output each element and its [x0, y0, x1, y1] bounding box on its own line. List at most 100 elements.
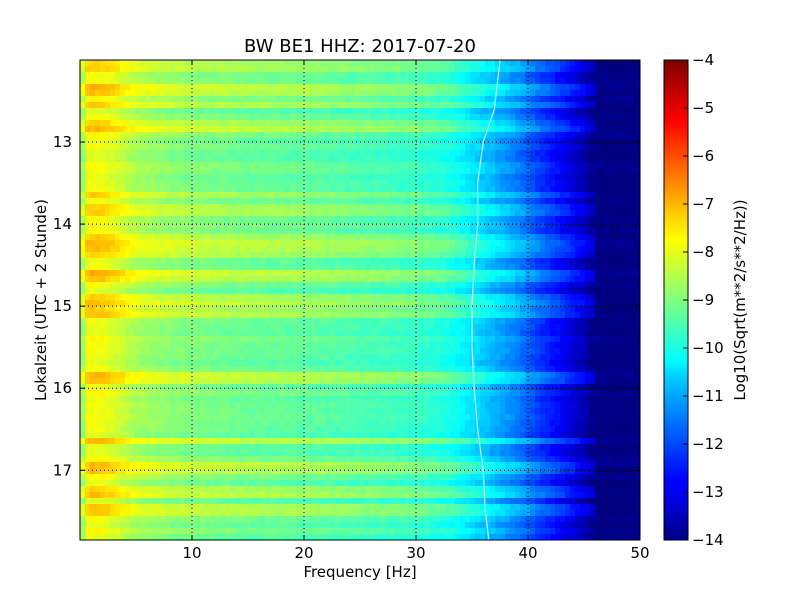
heatmap-cell: [540, 108, 546, 115]
heatmap-cell: [570, 294, 576, 301]
heatmap-cell: [410, 312, 416, 319]
heatmap-cell: [615, 264, 621, 271]
heatmap-cell: [315, 288, 321, 295]
heatmap-cell: [160, 156, 166, 163]
heatmap-cell: [435, 312, 441, 319]
heatmap-cell: [235, 258, 241, 265]
heatmap-cell: [555, 78, 561, 85]
heatmap-cell: [510, 282, 516, 289]
heatmap-cell: [370, 156, 376, 163]
heatmap-cell: [440, 72, 446, 79]
heatmap-cell: [285, 114, 291, 121]
heatmap-cell: [355, 192, 361, 199]
heatmap-cell: [90, 66, 96, 73]
heatmap-cell: [105, 66, 111, 73]
heatmap-cell: [340, 150, 346, 157]
heatmap-cell: [125, 216, 131, 223]
heatmap-cell: [175, 78, 181, 85]
heatmap-cell: [595, 192, 601, 199]
heatmap-cell: [345, 252, 351, 259]
heatmap-cell: [335, 198, 341, 205]
heatmap-cell: [415, 138, 421, 145]
heatmap-cell: [410, 252, 416, 259]
heatmap-cell: [490, 270, 496, 277]
heatmap-cell: [555, 138, 561, 145]
heatmap-cell: [405, 162, 411, 169]
heatmap-cell: [455, 216, 461, 223]
heatmap-cell: [140, 318, 146, 325]
heatmap-cell: [430, 288, 436, 295]
heatmap-cell: [610, 72, 616, 79]
heatmap-cell: [635, 306, 640, 313]
heatmap-cell: [290, 72, 296, 79]
heatmap-cell: [155, 252, 161, 259]
heatmap-cell: [210, 252, 216, 259]
heatmap-cell: [130, 318, 136, 325]
heatmap-cell: [560, 168, 566, 175]
heatmap-cell: [360, 132, 366, 139]
heatmap-cell: [160, 168, 166, 175]
heatmap-cell: [260, 162, 266, 169]
heatmap-cell: [150, 210, 156, 217]
heatmap-cell: [175, 60, 181, 67]
heatmap-cell: [185, 138, 191, 145]
heatmap-cell: [155, 144, 161, 151]
heatmap-cell: [290, 132, 296, 139]
heatmap-cell: [230, 228, 236, 235]
heatmap-cell: [140, 78, 146, 85]
heatmap-cell: [290, 252, 296, 259]
heatmap-cell: [175, 228, 181, 235]
heatmap-cell: [440, 90, 446, 97]
heatmap-cell: [500, 204, 506, 211]
heatmap-cell: [150, 270, 156, 277]
heatmap-cell: [220, 144, 226, 151]
heatmap-cell: [415, 78, 421, 85]
heatmap-cell: [310, 120, 316, 127]
heatmap-cell: [190, 252, 196, 259]
heatmap-cell: [460, 192, 466, 199]
heatmap-cell: [105, 144, 111, 151]
heatmap-cell: [375, 78, 381, 85]
heatmap-cell: [260, 138, 266, 145]
heatmap-cell: [320, 300, 326, 307]
heatmap-cell: [255, 96, 261, 103]
heatmap-cell: [180, 264, 186, 271]
heatmap-cell: [400, 282, 406, 289]
heatmap-cell: [365, 276, 371, 283]
heatmap-cell: [315, 144, 321, 151]
heatmap-cell: [540, 300, 546, 307]
heatmap-cell: [585, 276, 591, 283]
heatmap-cell: [95, 312, 101, 319]
heatmap-cell: [485, 222, 491, 229]
heatmap-cell: [390, 246, 396, 253]
heatmap-cell: [465, 120, 471, 127]
heatmap-cell: [120, 294, 126, 301]
heatmap-cell: [275, 138, 281, 145]
heatmap-cell: [425, 132, 431, 139]
heatmap-cell: [590, 306, 596, 313]
heatmap-cell: [420, 150, 426, 157]
heatmap-cell: [425, 126, 431, 133]
heatmap-cell: [290, 240, 296, 247]
heatmap-cell: [120, 78, 126, 85]
heatmap-cell: [620, 294, 626, 301]
heatmap-cell: [285, 222, 291, 229]
heatmap-cell: [175, 204, 181, 211]
heatmap-cell: [490, 300, 496, 307]
heatmap-cell: [435, 306, 441, 313]
heatmap-cell: [325, 90, 331, 97]
heatmap-cell: [440, 264, 446, 271]
heatmap-cell: [495, 90, 501, 97]
heatmap-cell: [630, 120, 636, 127]
heatmap-cell: [475, 102, 481, 109]
heatmap-cell: [585, 288, 591, 295]
heatmap-cell: [310, 240, 316, 247]
heatmap-cell: [550, 306, 556, 313]
heatmap-cell: [335, 222, 341, 229]
heatmap-cell: [630, 168, 636, 175]
heatmap-cell: [265, 312, 271, 319]
heatmap-cell: [115, 156, 121, 163]
heatmap-cell: [275, 132, 281, 139]
heatmap-cell: [140, 234, 146, 241]
heatmap-cell: [205, 144, 211, 151]
